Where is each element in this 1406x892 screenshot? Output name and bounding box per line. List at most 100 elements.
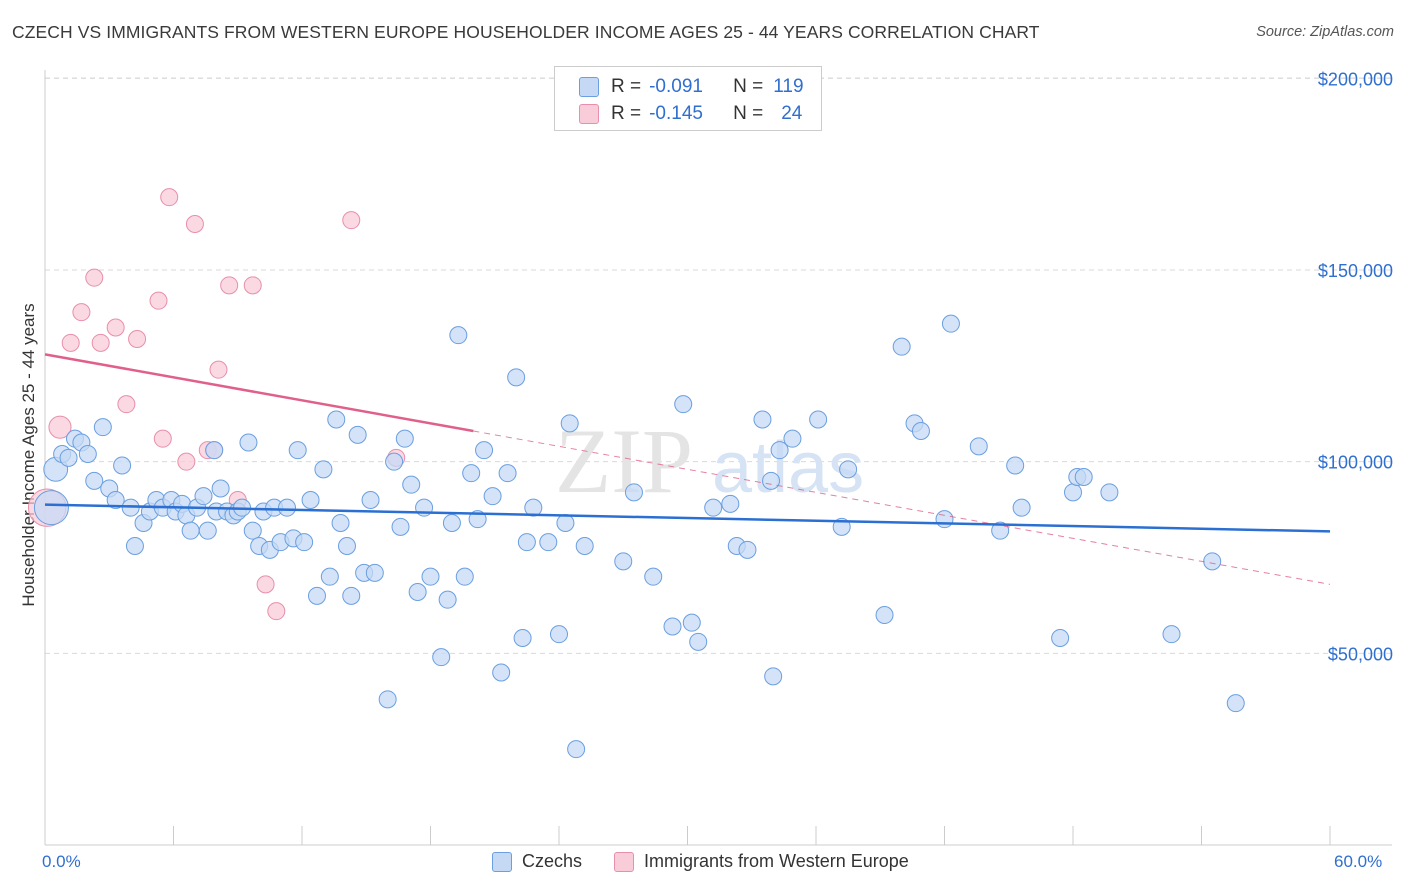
czech-point [704,498,723,517]
czech-point [524,498,543,517]
x-tick-label-min: 0.0% [42,852,81,871]
czech-point [113,456,132,475]
immigrants-point [61,333,80,352]
czech-point [1162,625,1181,644]
legend-item-immigrants: Immigrants from Western Europe [614,851,909,872]
czech-point [239,433,258,452]
czech-point [875,606,894,624]
czech-point [644,567,663,586]
czech-point [395,429,414,448]
czech-point [1012,498,1031,517]
czech-point [1064,483,1082,502]
czech-point [682,613,701,632]
watermark-zip: ZIP [555,410,693,512]
czech-point [432,648,451,667]
czech-point [663,617,682,636]
czech-point [314,460,333,479]
czechs-swatch [579,77,599,97]
czech-point [342,586,361,605]
czech-point [391,517,410,536]
r-label: R = [611,103,642,124]
y-tick-label: $50,000 [1328,644,1393,664]
czech-point [211,479,230,498]
czech-point [556,514,575,532]
czech-point [438,590,457,609]
czech-point [1100,483,1119,502]
czech-point [327,410,346,429]
immigrants-point [256,575,275,594]
czech-point [674,395,693,414]
grid-lines [45,77,1392,654]
czech-point [517,533,536,552]
immigrants-point [72,303,91,322]
chart-title: CZECH VS IMMIGRANTS FROM WESTERN EUROPE … [12,22,1040,42]
y-tick-label: $100,000 [1318,453,1393,473]
czech-point [475,441,494,460]
czech-point [278,498,297,517]
czech-trend-line [44,503,1331,533]
czech-point [941,314,960,333]
czech-point [449,326,468,345]
immigrants-point [153,429,172,448]
czech-point [361,491,380,509]
czech-point [832,517,851,536]
czech-point [935,510,954,529]
czech-point [408,583,427,601]
czech-point [911,422,930,440]
czech-point [301,491,320,509]
czech-point [539,533,558,552]
immigrants-point [160,188,179,207]
czech-point [689,632,708,651]
immigrants-trend-line [44,353,474,433]
czech-point [337,537,356,555]
czech-point [498,464,517,483]
czech-point [320,567,339,586]
czech-point [550,625,568,644]
czechs-legend-swatch [492,851,512,872]
immigrants-point [177,452,196,471]
immigrants-point [91,333,110,352]
czech-point [93,418,112,437]
czech-point [721,494,740,513]
immigrants-trend-extension [473,430,1331,585]
czech-point [624,483,643,502]
y-tick-label: $200,000 [1318,69,1393,89]
czech-point [492,663,511,682]
watermark: ZIP atlas [555,410,864,512]
czech-point [288,441,307,460]
czech-point [59,448,78,467]
czech-point [462,464,481,483]
trend-lines [44,353,1331,585]
czech-point [365,563,384,582]
czech-point [567,740,586,759]
czech-point [78,445,97,463]
czech-point [560,414,579,433]
immigrants-point [149,291,168,310]
czechs-legend-label: Czechs [522,851,583,871]
n-value: 24 [781,103,803,124]
czech-point [762,471,781,490]
y-tick-label: $150,000 [1318,261,1393,281]
czech-point [770,441,789,460]
n-label: N = [733,103,764,124]
x-tick-label-max: 60.0% [1334,852,1383,871]
czech-point [421,567,440,586]
czech-point [442,514,461,532]
czech-point [378,690,397,709]
czech-point [614,552,633,571]
immigrants-point [117,395,136,414]
immigrants-point [243,276,262,295]
immigrants-point [106,318,125,337]
czech-point [295,533,314,552]
czech-point [839,460,858,479]
series-immigrants-points [27,188,406,621]
czech-point [455,567,474,586]
czech-point [348,425,367,444]
r-label: R = [611,76,642,97]
czech-point [1051,629,1070,647]
immigrants-swatch [579,104,599,124]
y-tick-labels: $50,000 $100,000 $150,000 $200,000 [1318,69,1393,664]
source-credit: Source: ZipAtlas.com [1256,24,1394,40]
series-legend: Czechs Immigrants from Western Europe [492,851,941,872]
czech-point [969,437,988,456]
